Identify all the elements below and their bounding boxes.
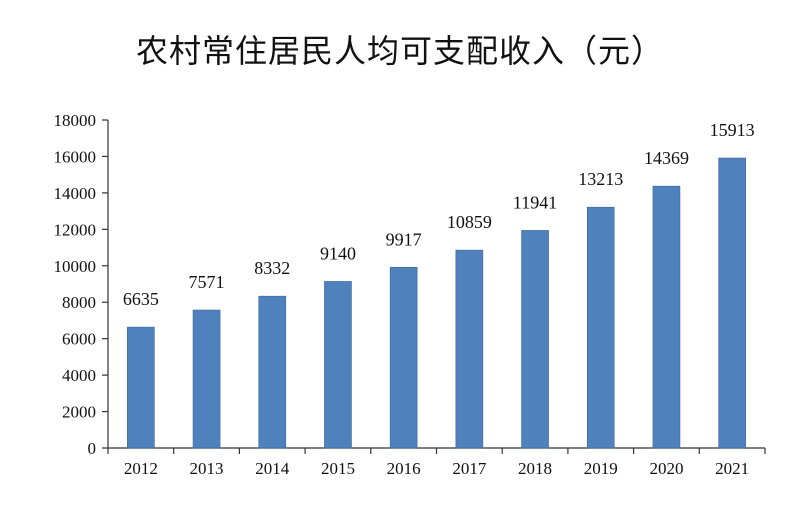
x-tick-label: 2012 xyxy=(124,459,158,478)
data-label: 10859 xyxy=(447,212,492,232)
bar xyxy=(652,185,681,449)
chart-title: 农村常住居民人均可支配收入（元） xyxy=(135,32,664,70)
data-label: 9917 xyxy=(386,229,422,249)
x-tick-label: 2019 xyxy=(584,459,618,478)
x-tick-label: 2013 xyxy=(190,459,224,478)
y-tick-label: 10000 xyxy=(54,257,97,276)
data-label: 14369 xyxy=(644,148,689,168)
bar xyxy=(718,157,746,449)
y-tick-label: 4000 xyxy=(62,366,96,385)
data-label: 11941 xyxy=(513,192,557,212)
data-label: 8332 xyxy=(254,258,290,278)
x-tick-label: 2016 xyxy=(387,459,421,478)
bar xyxy=(521,230,549,449)
data-label: 6635 xyxy=(123,289,159,309)
bar xyxy=(324,281,352,449)
y-tick-label: 18000 xyxy=(54,111,97,130)
y-tick-label: 2000 xyxy=(62,403,96,422)
x-tick-label: 2020 xyxy=(649,459,683,478)
y-tick-label: 14000 xyxy=(54,184,97,203)
data-label: 9140 xyxy=(320,243,356,263)
bar xyxy=(586,206,615,449)
x-tick-label: 2017 xyxy=(452,459,487,478)
chart-axes: 0 2000 4000 6000 8000 10000 12000 14000 16000 180… xyxy=(54,111,766,478)
data-label: 7571 xyxy=(189,272,225,292)
data-label: 13213 xyxy=(578,169,623,189)
bar xyxy=(127,326,155,449)
chart-bars xyxy=(127,157,746,449)
bar xyxy=(455,249,484,449)
bar xyxy=(192,309,221,449)
x-tick-label: 2021 xyxy=(715,459,749,478)
chart-data-labels: 6635 7571 8332 9140 9917 10859 11941 13213 14369… xyxy=(123,120,755,309)
x-tick-label: 2014 xyxy=(255,459,290,478)
y-tick-label: 6000 xyxy=(62,330,96,349)
data-label: 15913 xyxy=(710,120,755,140)
x-tick-label: 2018 xyxy=(518,459,552,478)
bar xyxy=(258,295,287,449)
x-tick-label: 2015 xyxy=(321,459,355,478)
y-tick-label: 0 xyxy=(88,439,97,458)
bar xyxy=(389,266,418,449)
y-tick-label: 12000 xyxy=(54,220,97,239)
y-tick-label: 16000 xyxy=(54,147,97,166)
y-tick-label: 8000 xyxy=(62,293,96,312)
